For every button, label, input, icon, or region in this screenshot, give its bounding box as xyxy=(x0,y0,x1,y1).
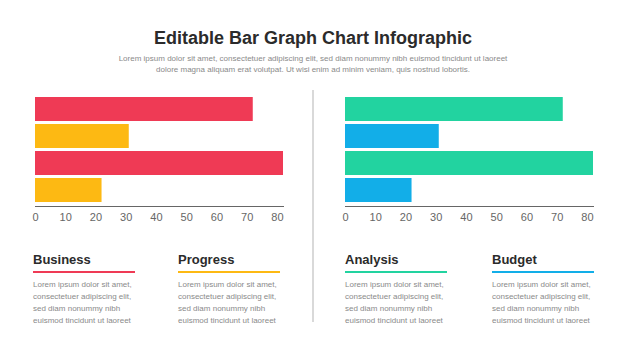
html-text:euismod tincidunt ut laoreet: euismod tincidunt ut laoreet xyxy=(345,316,443,325)
html-text:Progress: Progress xyxy=(178,252,235,267)
svg-text:70: 70 xyxy=(241,211,253,223)
html-text:Lorem ipsum dolor sit amet,: Lorem ipsum dolor sit amet, xyxy=(33,280,132,289)
html-text:euismod tincidunt ut laoreet: euismod tincidunt ut laoreet xyxy=(178,316,276,325)
html-text:consectetuer adipiscing elit,: consectetuer adipiscing elit, xyxy=(492,292,591,301)
html-text:consectetuer adipiscing elit,: consectetuer adipiscing elit, xyxy=(33,292,132,301)
svg-text:30: 30 xyxy=(120,211,132,223)
html-text:Lorem ipsum dolor sit amet, co: Lorem ipsum dolor sit amet, consectetuer… xyxy=(118,54,508,63)
svg-text:10: 10 xyxy=(60,211,72,223)
svg-text:60: 60 xyxy=(521,211,533,223)
svg-text:0: 0 xyxy=(342,211,348,223)
svg-text:40: 40 xyxy=(150,211,162,223)
html-text:sed diam nonummy nibh: sed diam nonummy nibh xyxy=(492,304,580,313)
svg-text:70: 70 xyxy=(551,211,563,223)
html-text:sed diam nonummy nibh: sed diam nonummy nibh xyxy=(33,304,121,313)
svg-text:80: 80 xyxy=(271,211,283,223)
svg-text:60: 60 xyxy=(211,211,223,223)
svg-text:30: 30 xyxy=(430,211,442,223)
html-text:Lorem ipsum dolor sit amet,: Lorem ipsum dolor sit amet, xyxy=(492,280,591,289)
html-text:sed diam nonummy nibh: sed diam nonummy nibh xyxy=(345,304,433,313)
html-text:consectetuer adipiscing elit,: consectetuer adipiscing elit, xyxy=(345,292,444,301)
html-text:Editable Bar Graph Chart Infog: Editable Bar Graph Chart Infographic xyxy=(154,28,472,48)
html-text:euismod tincidunt ut laoreet: euismod tincidunt ut laoreet xyxy=(33,316,131,325)
svg-text:40: 40 xyxy=(460,211,472,223)
svg-text:50: 50 xyxy=(491,211,503,223)
html-text:Business: Business xyxy=(33,252,91,267)
html-text:Budget: Budget xyxy=(492,252,537,267)
html-text:Lorem ipsum dolor sit amet,: Lorem ipsum dolor sit amet, xyxy=(345,280,444,289)
html-text:dolore magna aliquam erat volu: dolore magna aliquam erat volutpat. Ut w… xyxy=(156,65,470,74)
svg-text:10: 10 xyxy=(370,211,382,223)
svg-text:80: 80 xyxy=(581,211,593,223)
html-text:sed diam nonummy nibh: sed diam nonummy nibh xyxy=(178,304,266,313)
svg-text:20: 20 xyxy=(400,211,412,223)
svg-text:0: 0 xyxy=(32,211,38,223)
html-text:Lorem ipsum dolor sit amet,: Lorem ipsum dolor sit amet, xyxy=(178,280,277,289)
svg-text:50: 50 xyxy=(181,211,193,223)
svg-text:20: 20 xyxy=(90,211,102,223)
html-text:Analysis: Analysis xyxy=(345,252,399,267)
html-text:euismod tincidunt ut laoreet: euismod tincidunt ut laoreet xyxy=(492,316,590,325)
html-text:consectetuer adipiscing elit,: consectetuer adipiscing elit, xyxy=(178,292,277,301)
